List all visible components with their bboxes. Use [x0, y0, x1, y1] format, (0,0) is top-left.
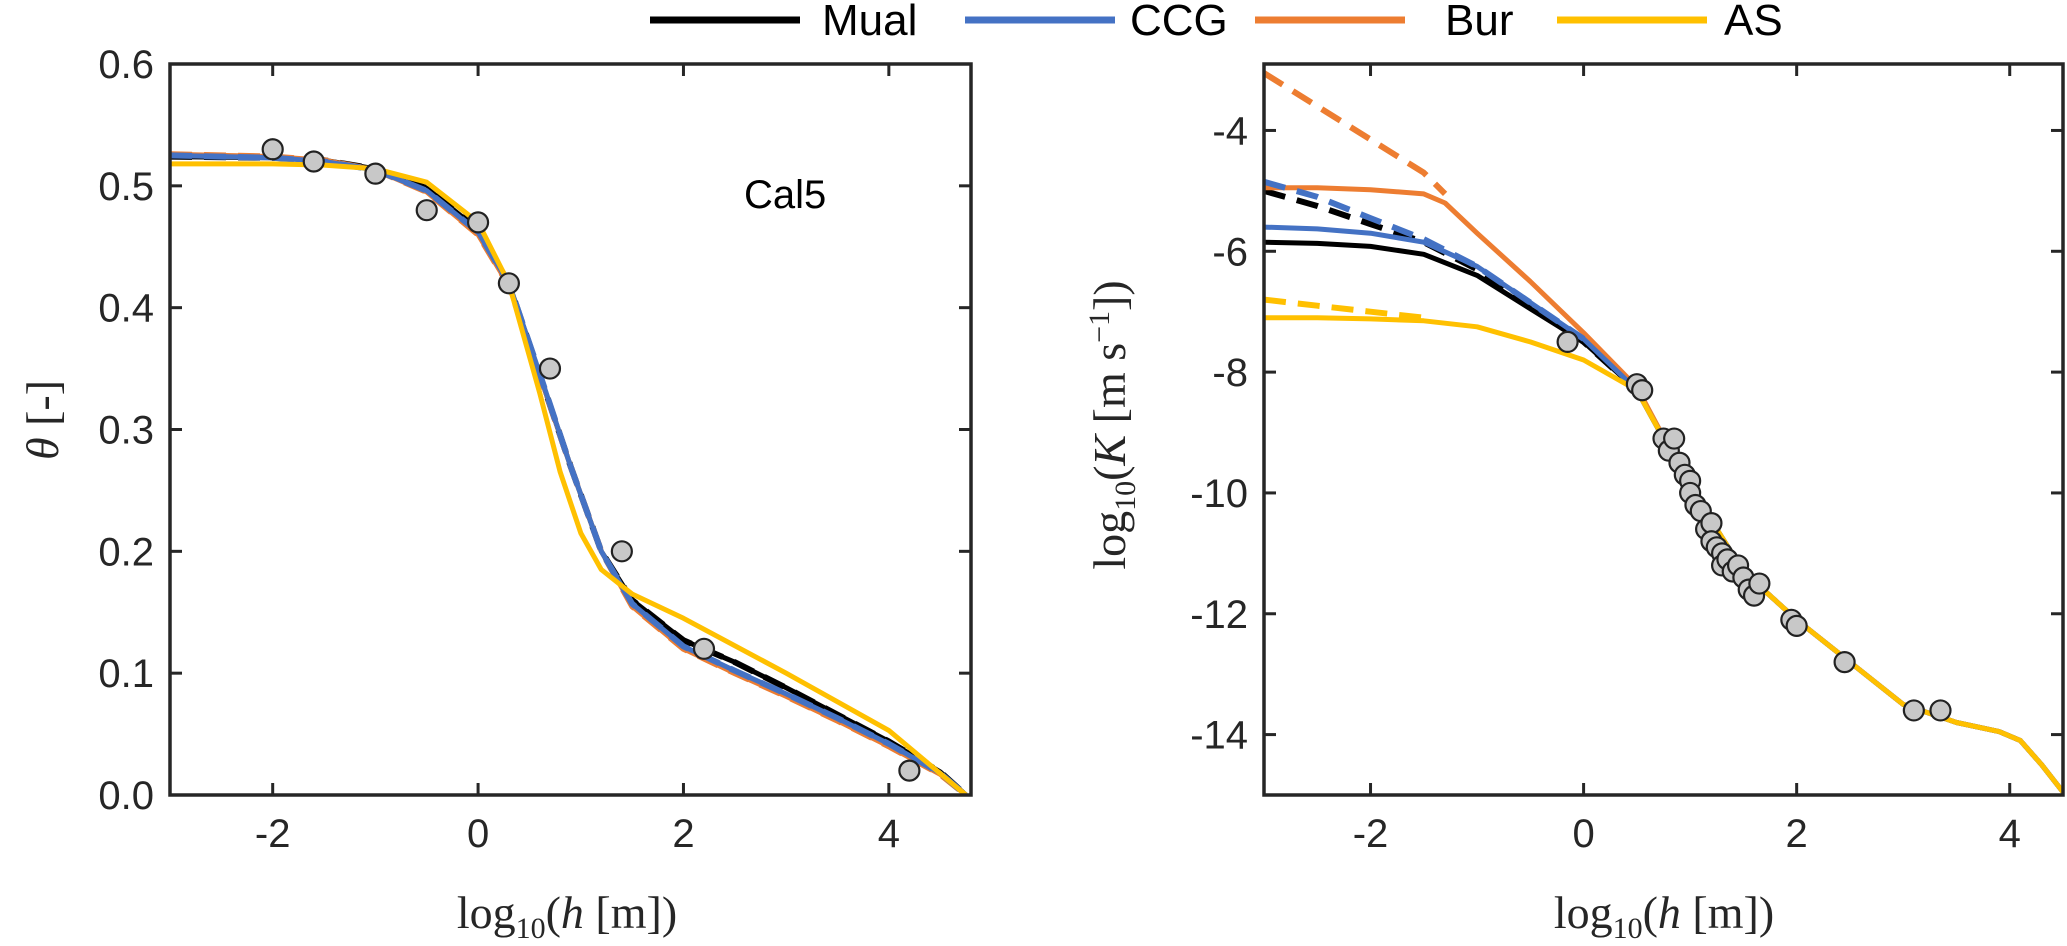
x-tick-label: -2	[1353, 812, 1389, 856]
data-point	[1631, 379, 1654, 402]
y-tick-label: -4	[1212, 109, 1248, 153]
data-point	[302, 150, 325, 173]
data-point	[538, 357, 562, 380]
data-point	[898, 759, 921, 782]
dashed-series-line	[1264, 70, 1448, 197]
y-tick-label: 0.5	[98, 165, 154, 209]
data-point	[1700, 512, 1723, 535]
data-point	[1663, 427, 1686, 450]
y-tick-label: 0.3	[98, 409, 154, 453]
data-point	[261, 138, 284, 161]
panel-annotation: Cal5	[744, 173, 826, 217]
y-tick-label: -8	[1212, 351, 1248, 395]
series-line	[170, 152, 968, 795]
y-tick-label: -10	[1190, 472, 1248, 516]
data-point	[692, 637, 716, 660]
legend-label: Bur	[1445, 0, 1513, 45]
x-axis-title: log10(h [m])	[1554, 887, 1774, 945]
data-point	[497, 272, 520, 295]
y-tick-label: 0.4	[98, 287, 154, 331]
data-point	[364, 162, 387, 185]
legend-label: Mual	[822, 0, 917, 45]
dashed-series-line	[1264, 296, 1425, 321]
axes-box	[1262, 62, 2065, 797]
y-tick-label: 0.1	[98, 652, 154, 696]
data-point	[610, 540, 633, 563]
data-point	[466, 211, 490, 234]
series-line	[170, 154, 968, 795]
data-point	[1785, 614, 1808, 637]
series-line	[170, 161, 968, 795]
y-axis-title: θ [-]	[17, 380, 68, 460]
x-tick-label: 2	[1786, 812, 1808, 856]
axes-box	[168, 62, 973, 797]
x-tick-label: 0	[467, 812, 489, 856]
x-tick-label: 4	[878, 812, 900, 856]
data-point	[1833, 650, 1856, 674]
data-point	[1748, 572, 1771, 595]
y-tick-label: -14	[1190, 714, 1248, 758]
x-tick-label: 0	[1572, 812, 1594, 856]
y-tick-label: 0.6	[98, 43, 154, 87]
x-tick-label: -2	[255, 812, 291, 856]
legend-label: CCG	[1130, 0, 1228, 45]
x-tick-label: 4	[1999, 812, 2021, 856]
data-point	[415, 199, 438, 222]
x-axis-title: log10(h [m])	[457, 887, 677, 945]
dashed-series-line	[170, 152, 968, 795]
series-line	[170, 151, 968, 795]
dashed-series-line	[1264, 178, 1586, 342]
data-point	[1929, 699, 1952, 722]
data-point	[1902, 699, 1925, 722]
y-axis-title: log10(K [m s−1])	[1083, 280, 1142, 569]
legend-label: AS	[1724, 0, 1783, 45]
series-group	[170, 151, 968, 795]
observation-points	[1556, 330, 1952, 722]
conductivity-panel: log10(h [m]) log10(K [m s−1]) -2 0 2 4 -14 -1…	[1083, 62, 2065, 945]
data-point	[1556, 330, 1579, 354]
y-tick-label: 0.0	[98, 774, 154, 818]
legend: Mual CCG Bur AS	[650, 0, 1783, 45]
theta-panel: Cal5 log10(h [m]) θ [-] -2 0 2 4 0.0 0.1 0.2 0.…	[17, 43, 973, 945]
y-tick-label: 0.2	[98, 530, 154, 574]
dashed-series-line	[170, 151, 968, 795]
x-tick-label: 2	[672, 812, 694, 856]
y-tick-label: -12	[1190, 593, 1248, 637]
y-tick-label: -6	[1212, 230, 1248, 274]
observation-points	[261, 138, 921, 782]
dashed-series-line	[170, 153, 968, 795]
